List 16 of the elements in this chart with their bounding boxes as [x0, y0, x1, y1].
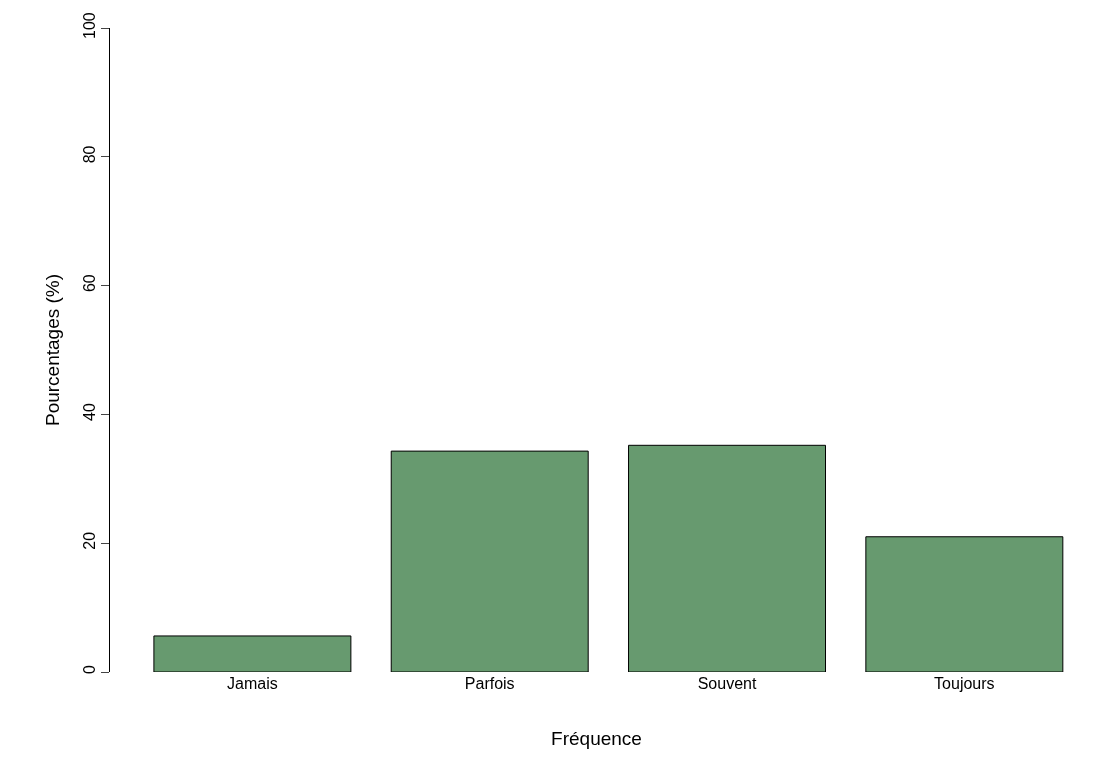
bar — [153, 635, 352, 672]
x-tick-label: Souvent — [697, 675, 757, 692]
y-axis-title: Pourcentages (%) — [42, 273, 64, 427]
x-axis-title: Fréquence — [551, 727, 642, 749]
y-tick-label: 20 — [80, 531, 98, 550]
y-tick-label: 40 — [80, 403, 98, 421]
y-tick-label: 60 — [80, 274, 98, 293]
y-tick-label: 0 — [80, 665, 98, 675]
bar — [865, 536, 1064, 672]
x-tick-label: Toujours — [934, 675, 995, 692]
bar — [390, 450, 589, 672]
bar — [628, 444, 827, 672]
x-tick-label: Jamais — [227, 675, 278, 692]
x-tick-label: Parfois — [464, 675, 515, 692]
y-tick-label: 100 — [80, 12, 98, 39]
y-tick-label: 80 — [80, 145, 98, 164]
